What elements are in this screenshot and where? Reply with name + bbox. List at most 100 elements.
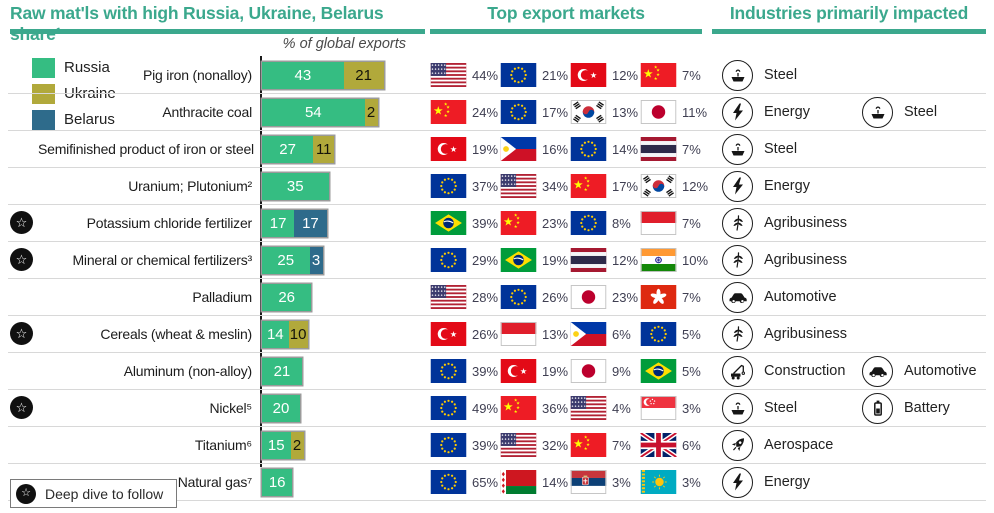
bar-segment-russia: 21: [262, 357, 302, 385]
export-market: ★ ★ ★ ★ ★ 23%: [500, 211, 570, 235]
svg-text:★: ★: [444, 101, 448, 107]
industries: Agribusiness: [710, 207, 986, 239]
title-underline: [712, 29, 986, 34]
construction-icon: [722, 355, 753, 387]
table-row: Uranium; Plutonium² 35 37% 34% ★ ★ ★ ★ ★ 17% 12% En…: [8, 168, 986, 205]
table-row: Pig iron (nonalloy) 43 21 44% 21% ★ 12% ★ ★ ★ ★ ★ 7%…: [8, 57, 986, 94]
deep-dive-marker: ☆: [10, 211, 36, 234]
export-market: 34%: [500, 174, 570, 198]
energy-icon: [722, 96, 753, 128]
market-share: 24%: [472, 104, 499, 120]
export-market: 7%: [640, 285, 710, 309]
bar-segment-russia: 14: [262, 320, 289, 348]
svg-text:★: ★: [514, 397, 518, 403]
material-label: Pig iron (nonalloy): [142, 67, 252, 83]
industries: Steel Battery: [710, 392, 994, 424]
stacked-bar: 16: [262, 468, 293, 496]
bar-cell: 54 2: [260, 98, 430, 126]
export-market: 32%: [500, 433, 570, 457]
industry-label: Agribusiness: [764, 326, 848, 342]
industry-steel: Steel: [722, 59, 862, 91]
axis-label: % of global exports: [282, 36, 406, 52]
export-market: ★ ★ ★ ★ ★ 36%: [500, 396, 570, 420]
table-row: ☆ Mineral or chemical fertilizers³ 25 3 29% 1…: [8, 242, 986, 279]
export-market: 44%: [430, 63, 500, 87]
table-row: Titanium⁶ 15 2 39% 32% ★ ★ ★ ★ ★ 7% 6% Aerospace: [8, 427, 986, 464]
svg-text:★: ★: [584, 446, 588, 452]
market-share: 17%: [542, 104, 569, 120]
stacked-bar: 15 2: [262, 431, 304, 459]
flag-eu-icon: [430, 359, 467, 383]
export-market: 5%: [640, 322, 710, 346]
market-share: 26%: [542, 289, 569, 305]
export-market: 28%: [430, 285, 500, 309]
market-share: 21%: [542, 67, 569, 83]
export-market: ★ ★ ★ ★ ★ 7%: [640, 63, 710, 87]
market-share: 34%: [542, 178, 569, 194]
stacked-bar: 17 17: [262, 209, 327, 237]
flag-kr-icon: [570, 100, 607, 124]
flag-eu-icon: [430, 470, 467, 494]
table-row: Natural gas⁷ 16 65% 14% 3% 3% Energy: [8, 464, 986, 501]
industry-label: Steel: [764, 67, 798, 83]
flag-sg-icon: [640, 396, 677, 420]
bar-segment-russia: 35: [262, 172, 329, 200]
export-market: ★ 19%: [430, 137, 500, 161]
bar-cell: 15 2: [260, 431, 430, 459]
industry-energy: Energy: [722, 170, 862, 202]
flag-tr-icon: ★: [430, 322, 467, 346]
flag-hk-icon: [640, 285, 677, 309]
flag-th-icon: [570, 248, 607, 272]
industry-label: Energy: [764, 178, 810, 194]
industry-label: Agribusiness: [764, 215, 848, 231]
market-share: 6%: [682, 437, 701, 453]
industry-aerospace: Aerospace: [722, 429, 862, 461]
bar-segment-ukraine: 11: [313, 135, 335, 163]
market-share: 9%: [612, 363, 631, 379]
market-share: 7%: [612, 437, 631, 453]
industry-label: Battery: [904, 400, 950, 416]
flag-us-icon: [430, 63, 467, 87]
deep-dive-star-icon: ☆: [16, 483, 36, 504]
flag-us-icon: [500, 433, 537, 457]
material-label: Aluminum (non-alloy): [123, 363, 252, 379]
market-share: 19%: [472, 141, 499, 157]
svg-text:★: ★: [656, 72, 660, 78]
svg-text:★: ★: [514, 212, 518, 218]
export-market: 16%: [500, 137, 570, 161]
flag-eu-icon: [430, 396, 467, 420]
bar-segment-russia: 27: [262, 135, 314, 163]
industry-agribusiness: Agribusiness: [722, 244, 862, 276]
market-share: 16%: [542, 141, 569, 157]
market-share: 13%: [542, 326, 569, 342]
material-label: Natural gas⁷: [177, 474, 252, 490]
industries: Automotive: [710, 281, 986, 313]
svg-text:★: ★: [584, 175, 588, 181]
energy-icon: [722, 466, 753, 498]
legend-label: Russia: [64, 59, 110, 76]
export-market: 12%: [640, 174, 710, 198]
stacked-bar: 43 21: [262, 61, 384, 89]
industries: Agribusiness: [710, 244, 986, 276]
deep-dive-legend-box: ☆ Deep dive to follow: [10, 479, 178, 508]
bar-cell: 26: [260, 283, 430, 311]
flag-br-icon: [500, 248, 537, 272]
industry-label: Steel: [764, 400, 798, 416]
svg-text:★: ★: [450, 144, 457, 154]
svg-text:★: ★: [520, 366, 527, 376]
bar-segment-russia: 25: [262, 246, 310, 274]
table-row: Semifinished product of iron or steel 27 1…: [8, 131, 986, 168]
export-market: 10%: [640, 248, 710, 272]
market-share: 13%: [612, 104, 639, 120]
export-market: 49%: [430, 396, 500, 420]
agribusiness-icon: [722, 244, 753, 276]
flag-eu-icon: [430, 433, 467, 457]
material-label: Cereals (wheat & meslin): [100, 326, 252, 342]
industry-agribusiness: Agribusiness: [722, 318, 862, 350]
industries: Steel: [710, 59, 986, 91]
export-market: 39%: [430, 433, 500, 457]
stacked-bar: 26: [262, 283, 312, 311]
flag-cn-icon: ★ ★ ★ ★ ★: [500, 396, 537, 420]
market-share: 8%: [612, 215, 631, 231]
bar-segment-russia: 17: [262, 209, 295, 237]
